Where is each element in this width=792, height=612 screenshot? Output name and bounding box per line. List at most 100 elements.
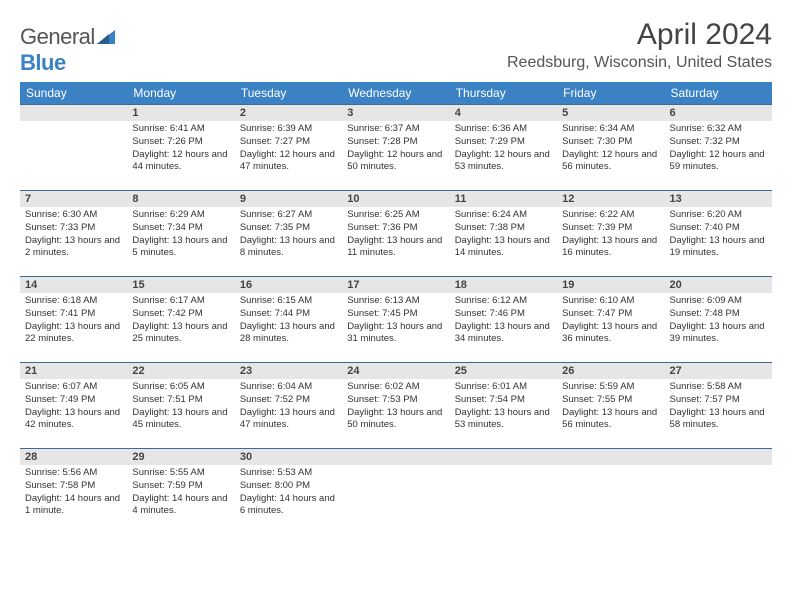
calendar-cell [665, 448, 772, 534]
day-number: 30 [235, 448, 342, 465]
calendar-cell: 5Sunrise: 6:34 AMSunset: 7:30 PMDaylight… [557, 104, 664, 190]
calendar-cell: 7Sunrise: 6:30 AMSunset: 7:33 PMDaylight… [20, 190, 127, 276]
weekday-header: Monday [127, 82, 234, 104]
day-number: 9 [235, 190, 342, 207]
day-content: Sunrise: 6:09 AMSunset: 7:48 PMDaylight:… [665, 293, 772, 350]
calendar-body: 1Sunrise: 6:41 AMSunset: 7:26 PMDaylight… [20, 104, 772, 534]
logo-text: GeneralBlue [20, 24, 115, 76]
calendar-cell: 24Sunrise: 6:02 AMSunset: 7:53 PMDayligh… [342, 362, 449, 448]
day-number: 1 [127, 104, 234, 121]
calendar-cell: 25Sunrise: 6:01 AMSunset: 7:54 PMDayligh… [450, 362, 557, 448]
calendar-week-row: 7Sunrise: 6:30 AMSunset: 7:33 PMDaylight… [20, 190, 772, 276]
logo-text-b: Blue [20, 50, 66, 75]
day-number: 18 [450, 276, 557, 293]
page-title: April 2024 [507, 18, 772, 52]
day-number: 23 [235, 362, 342, 379]
day-content: Sunrise: 5:55 AMSunset: 7:59 PMDaylight:… [127, 465, 234, 522]
day-number: 27 [665, 362, 772, 379]
calendar-cell: 27Sunrise: 5:58 AMSunset: 7:57 PMDayligh… [665, 362, 772, 448]
calendar-cell: 26Sunrise: 5:59 AMSunset: 7:55 PMDayligh… [557, 362, 664, 448]
weekday-header: Friday [557, 82, 664, 104]
calendar-cell [557, 448, 664, 534]
calendar-cell: 20Sunrise: 6:09 AMSunset: 7:48 PMDayligh… [665, 276, 772, 362]
calendar-header-row: SundayMondayTuesdayWednesdayThursdayFrid… [20, 82, 772, 104]
day-content: Sunrise: 6:36 AMSunset: 7:29 PMDaylight:… [450, 121, 557, 178]
calendar-cell: 13Sunrise: 6:20 AMSunset: 7:40 PMDayligh… [665, 190, 772, 276]
calendar-cell: 12Sunrise: 6:22 AMSunset: 7:39 PMDayligh… [557, 190, 664, 276]
day-number: 17 [342, 276, 449, 293]
calendar-cell [20, 104, 127, 190]
weekday-header: Sunday [20, 82, 127, 104]
day-number: 26 [557, 362, 664, 379]
day-number: 14 [20, 276, 127, 293]
logo-text-a: General [20, 24, 95, 49]
calendar-cell: 22Sunrise: 6:05 AMSunset: 7:51 PMDayligh… [127, 362, 234, 448]
day-content: Sunrise: 6:30 AMSunset: 7:33 PMDaylight:… [20, 207, 127, 264]
calendar-cell: 3Sunrise: 6:37 AMSunset: 7:28 PMDaylight… [342, 104, 449, 190]
day-number: 16 [235, 276, 342, 293]
day-number: 5 [557, 104, 664, 121]
header: GeneralBlue April 2024 Reedsburg, Wiscon… [20, 18, 772, 76]
weekday-header: Thursday [450, 82, 557, 104]
day-number: 22 [127, 362, 234, 379]
day-number: 8 [127, 190, 234, 207]
day-content: Sunrise: 6:25 AMSunset: 7:36 PMDaylight:… [342, 207, 449, 264]
day-content: Sunrise: 6:10 AMSunset: 7:47 PMDaylight:… [557, 293, 664, 350]
day-number: 11 [450, 190, 557, 207]
calendar-cell: 21Sunrise: 6:07 AMSunset: 7:49 PMDayligh… [20, 362, 127, 448]
day-content: Sunrise: 6:39 AMSunset: 7:27 PMDaylight:… [235, 121, 342, 178]
day-number: 13 [665, 190, 772, 207]
calendar-cell: 15Sunrise: 6:17 AMSunset: 7:42 PMDayligh… [127, 276, 234, 362]
weekday-header: Tuesday [235, 82, 342, 104]
day-number: 19 [557, 276, 664, 293]
day-content: Sunrise: 6:02 AMSunset: 7:53 PMDaylight:… [342, 379, 449, 436]
day-content: Sunrise: 6:18 AMSunset: 7:41 PMDaylight:… [20, 293, 127, 350]
calendar-cell: 1Sunrise: 6:41 AMSunset: 7:26 PMDaylight… [127, 104, 234, 190]
day-number-empty [450, 448, 557, 465]
calendar-cell: 19Sunrise: 6:10 AMSunset: 7:47 PMDayligh… [557, 276, 664, 362]
weekday-header: Saturday [665, 82, 772, 104]
day-content: Sunrise: 6:12 AMSunset: 7:46 PMDaylight:… [450, 293, 557, 350]
calendar-table: SundayMondayTuesdayWednesdayThursdayFrid… [20, 82, 772, 534]
day-content: Sunrise: 5:58 AMSunset: 7:57 PMDaylight:… [665, 379, 772, 436]
calendar-cell: 28Sunrise: 5:56 AMSunset: 7:58 PMDayligh… [20, 448, 127, 534]
calendar-cell: 10Sunrise: 6:25 AMSunset: 7:36 PMDayligh… [342, 190, 449, 276]
day-number: 24 [342, 362, 449, 379]
day-content: Sunrise: 6:34 AMSunset: 7:30 PMDaylight:… [557, 121, 664, 178]
day-number: 10 [342, 190, 449, 207]
day-content: Sunrise: 6:29 AMSunset: 7:34 PMDaylight:… [127, 207, 234, 264]
calendar-cell: 4Sunrise: 6:36 AMSunset: 7:29 PMDaylight… [450, 104, 557, 190]
logo-triangle-icon [97, 24, 115, 50]
day-content: Sunrise: 6:01 AMSunset: 7:54 PMDaylight:… [450, 379, 557, 436]
day-number: 7 [20, 190, 127, 207]
calendar-cell: 14Sunrise: 6:18 AMSunset: 7:41 PMDayligh… [20, 276, 127, 362]
calendar-cell: 16Sunrise: 6:15 AMSunset: 7:44 PMDayligh… [235, 276, 342, 362]
weekday-header: Wednesday [342, 82, 449, 104]
calendar-week-row: 28Sunrise: 5:56 AMSunset: 7:58 PMDayligh… [20, 448, 772, 534]
calendar-cell: 18Sunrise: 6:12 AMSunset: 7:46 PMDayligh… [450, 276, 557, 362]
day-number: 20 [665, 276, 772, 293]
day-content: Sunrise: 6:04 AMSunset: 7:52 PMDaylight:… [235, 379, 342, 436]
calendar-cell: 30Sunrise: 5:53 AMSunset: 8:00 PMDayligh… [235, 448, 342, 534]
calendar-cell: 17Sunrise: 6:13 AMSunset: 7:45 PMDayligh… [342, 276, 449, 362]
calendar-cell: 11Sunrise: 6:24 AMSunset: 7:38 PMDayligh… [450, 190, 557, 276]
day-number: 4 [450, 104, 557, 121]
calendar-cell: 23Sunrise: 6:04 AMSunset: 7:52 PMDayligh… [235, 362, 342, 448]
day-content: Sunrise: 5:53 AMSunset: 8:00 PMDaylight:… [235, 465, 342, 522]
calendar-week-row: 21Sunrise: 6:07 AMSunset: 7:49 PMDayligh… [20, 362, 772, 448]
day-content: Sunrise: 6:27 AMSunset: 7:35 PMDaylight:… [235, 207, 342, 264]
calendar-week-row: 1Sunrise: 6:41 AMSunset: 7:26 PMDaylight… [20, 104, 772, 190]
day-number-empty [557, 448, 664, 465]
day-content: Sunrise: 5:59 AMSunset: 7:55 PMDaylight:… [557, 379, 664, 436]
day-number: 2 [235, 104, 342, 121]
calendar-cell: 6Sunrise: 6:32 AMSunset: 7:32 PMDaylight… [665, 104, 772, 190]
day-number: 6 [665, 104, 772, 121]
logo: GeneralBlue [20, 24, 115, 76]
day-content: Sunrise: 6:07 AMSunset: 7:49 PMDaylight:… [20, 379, 127, 436]
day-content: Sunrise: 6:15 AMSunset: 7:44 PMDaylight:… [235, 293, 342, 350]
day-content: Sunrise: 6:32 AMSunset: 7:32 PMDaylight:… [665, 121, 772, 178]
title-block: April 2024 Reedsburg, Wisconsin, United … [507, 18, 772, 72]
day-number: 21 [20, 362, 127, 379]
calendar-cell [450, 448, 557, 534]
day-content: Sunrise: 6:22 AMSunset: 7:39 PMDaylight:… [557, 207, 664, 264]
